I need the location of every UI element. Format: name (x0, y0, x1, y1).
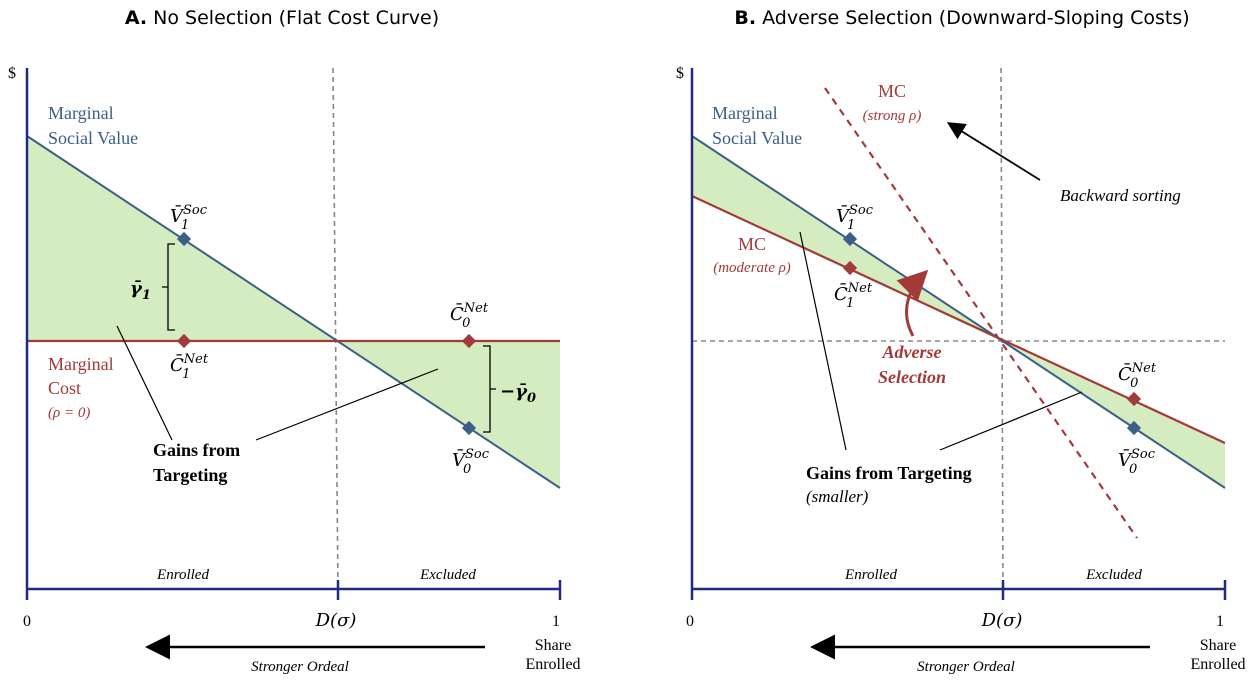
panel-a-mc-label-line3: (ρ = 0) (48, 405, 90, 421)
panel-b-x-zero: 0 (686, 613, 694, 630)
panel-b-adverse-selection-arrow (896, 269, 929, 337)
panel-b-v0-label: V̄Soc 0 (1118, 447, 1156, 477)
panel-a-x-zero: 0 (23, 613, 31, 630)
panel-a-gains-pointer-right (255, 368, 439, 441)
panel-a-x-d-sigma: D(σ) (315, 610, 357, 631)
panel-a-gamma0-bracket (483, 345, 496, 433)
panel-b-adverse-label-line2: Selection (878, 367, 946, 387)
panel-b-mc-moderate-label-line1: MC (738, 234, 766, 254)
panel-b-title: B. Adverse Selection (Downward-Sloping C… (734, 7, 1189, 29)
panel-b-c1-label: C̄Net 1 (834, 281, 873, 311)
panel-a-gamma1-label: γ̄1 (130, 278, 151, 303)
panel-a-gamma1-bracket (162, 243, 175, 331)
panel-a-c1-marker (176, 333, 192, 349)
panel-a-gains-label-line1: Gains from (153, 440, 240, 460)
panel-a-ordeal-label: Stronger Ordeal (251, 659, 349, 675)
panel-b: B. Adverse Selection (Downward-Sloping C… (676, 7, 1246, 675)
panel-a-share-label: Share (535, 637, 571, 654)
panel-a-x-one: 1 (552, 613, 560, 630)
panel-a-msv-label-line2: Social Value (48, 128, 138, 148)
panel-a-gamma0-label: −γ̄0 (500, 381, 536, 406)
panel-b-ordeal-label: Stronger Ordeal (917, 659, 1015, 675)
panel-b-d-sigma-line (1000, 67, 1004, 591)
panel-b-mc-strong-curve (824, 87, 1138, 539)
panel-b-x-d-sigma: D(σ) (981, 610, 1023, 631)
panel-a-c1-label: C̄Net 1 (170, 352, 209, 382)
panel-a-mc-label-line2: Cost (48, 378, 81, 398)
panel-b-mc-strong-label-line2: (strong ρ) (863, 108, 922, 124)
panel-a-c0-marker (461, 333, 477, 349)
panel-b-backward-sorting-arrow (946, 122, 1041, 181)
panel-b-gains-label-line1: Gains from Targeting (806, 463, 972, 483)
panel-a-v0-marker (461, 420, 477, 436)
panel-b-c0-label: C̄Net 0 (1118, 361, 1157, 391)
panel-b-gains-pointer-right (939, 391, 1083, 451)
panel-a-title: A. No Selection (Flat Cost Curve) (125, 7, 439, 29)
panel-a-v1-label: V̄Soc 1 (170, 203, 208, 233)
panel-a-c0-label: C̄Net 0 (450, 301, 489, 331)
panel-b-msv-label-line1: Marginal (712, 103, 778, 123)
panel-a-msv-label-line1: Marginal (48, 103, 114, 123)
panel-b-gains-label-line2: (smaller) (806, 487, 869, 506)
panel-a-excluded-label: Excluded (419, 567, 476, 583)
panel-a-d-sigma-line (332, 67, 339, 591)
panel-a-v1-marker (176, 231, 192, 247)
panel-b-backward-sorting-label: Backward sorting (1060, 186, 1181, 205)
panel-b-adverse-label-line1: Adverse (882, 342, 942, 362)
panel-b-v1-label: V̄Soc 1 (836, 203, 874, 233)
panel-b-v0-marker (1126, 420, 1142, 436)
panel-b-c1-marker (842, 260, 858, 276)
panel-a-gains-label-line2: Targeting (153, 465, 227, 485)
panel-b-y-axis-label: $ (676, 65, 684, 82)
panel-b-v1-marker (842, 231, 858, 247)
panel-b-mc-moderate-label-line2: (moderate ρ) (713, 260, 791, 276)
panel-b-excluded-label: Excluded (1085, 567, 1142, 583)
panel-b-msv-label-line2: Social Value (712, 128, 802, 148)
panel-b-c0-marker (1126, 391, 1142, 407)
panel-b-enrolled-axis-label: Enrolled (1190, 656, 1245, 673)
panel-a-enrolled-axis-label: Enrolled (525, 656, 580, 673)
panel-a-enrolled-label: Enrolled (156, 567, 209, 583)
panel-a-gains-pointer-left (116, 325, 173, 441)
panel-b-x-one: 1 (1216, 613, 1224, 630)
panel-b-enrolled-label: Enrolled (844, 567, 897, 583)
panel-b-mc-moderate-curve (691, 195, 1226, 444)
panel-a-v0-label: V̄Soc 0 (452, 447, 490, 477)
panel-b-share-label: Share (1200, 637, 1236, 654)
panel-b-mc-strong-label-line1: MC (878, 81, 906, 101)
panel-b-gains-pointer-left (799, 231, 847, 451)
panel-a: A. No Selection (Flat Cost Curve) $ Enro… (8, 7, 581, 675)
panel-a-mc-label-line1: Marginal (48, 354, 114, 374)
panel-a-y-axis-label: $ (8, 65, 16, 82)
